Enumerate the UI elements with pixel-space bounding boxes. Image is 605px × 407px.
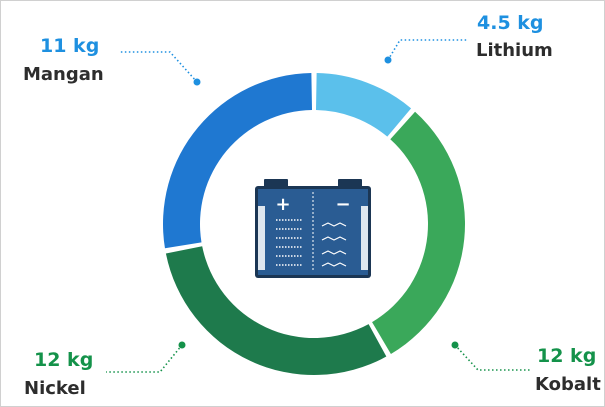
battery-icon: + − bbox=[255, 179, 371, 278]
lithium-value-label: 4.5 kg bbox=[477, 12, 544, 34]
leader-line-nickel bbox=[106, 344, 183, 373]
slice-mangan bbox=[163, 73, 313, 249]
kobalt-name-label: Kobalt bbox=[535, 374, 601, 395]
leader-line-lithium bbox=[387, 39, 468, 61]
leader-line-mangan bbox=[119, 51, 198, 83]
kobalt-value-label: 12 kg bbox=[537, 345, 597, 367]
mangan-value-label: 11 kg bbox=[40, 35, 100, 57]
nickel-value-label: 12 kg bbox=[34, 349, 94, 371]
slice-kobalt bbox=[372, 111, 465, 354]
mangan-name-label: Mangan bbox=[23, 64, 104, 85]
label-leaders bbox=[106, 39, 530, 373]
lithium-name-label: Lithium bbox=[476, 40, 553, 61]
slice-lithium bbox=[315, 73, 412, 137]
slice-nickel bbox=[165, 246, 387, 375]
svg-text:+: + bbox=[275, 194, 290, 215]
svg-text:−: − bbox=[335, 194, 350, 215]
donut-slices bbox=[163, 73, 465, 375]
nickel-name-label: Nickel bbox=[24, 378, 86, 399]
leader-line-kobalt bbox=[454, 344, 530, 371]
